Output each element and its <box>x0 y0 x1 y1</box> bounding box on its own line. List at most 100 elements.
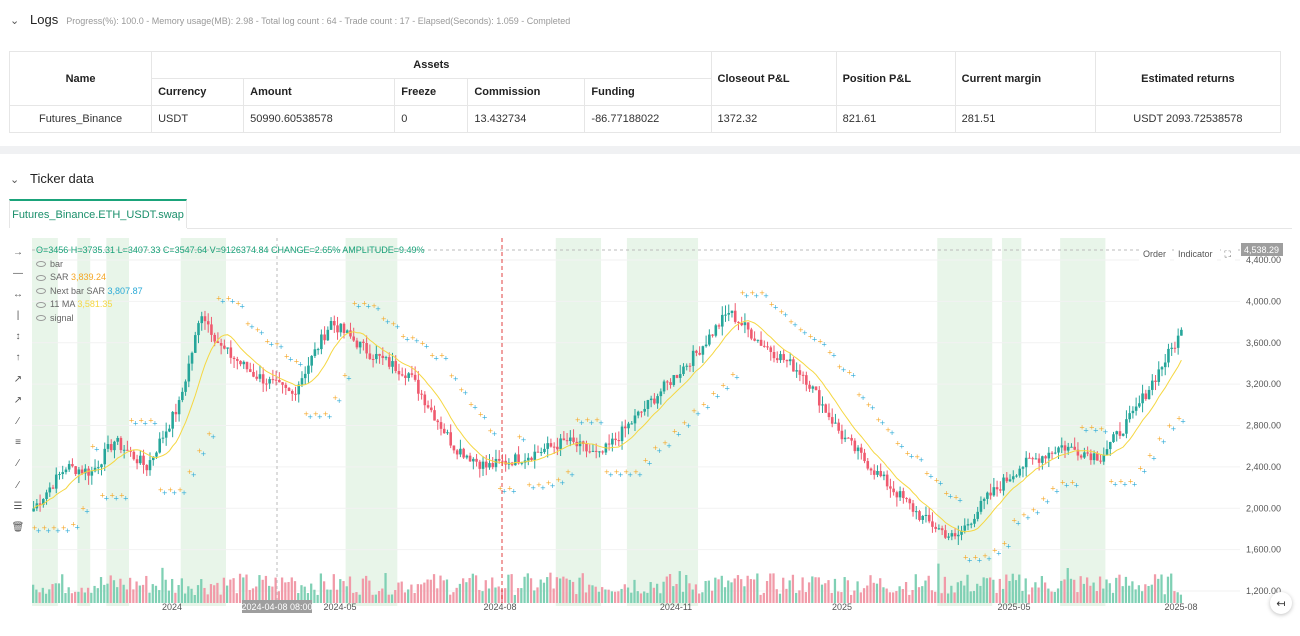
volume-bar <box>504 588 507 603</box>
candle <box>1170 347 1173 349</box>
candle <box>656 396 659 404</box>
candle <box>805 375 808 385</box>
volume-bar <box>885 588 888 603</box>
volume-bar <box>148 592 151 603</box>
candle <box>261 374 265 384</box>
volume-bar <box>67 587 70 603</box>
volume-bar <box>811 576 814 603</box>
vertical-ray-icon[interactable]: ↑ <box>15 352 21 364</box>
price-channel-icon[interactable]: ☰ <box>13 500 23 512</box>
next-sar-point: + <box>841 366 847 374</box>
candle <box>239 360 242 365</box>
volume-bar <box>96 588 99 603</box>
y-tick-label: 3,200.00 <box>1246 379 1281 389</box>
volume-bar <box>523 576 526 603</box>
next-sar-point: + <box>685 422 691 430</box>
candle <box>468 455 472 462</box>
fibonacci-icon[interactable]: ∕ <box>17 479 19 491</box>
candle <box>132 451 136 460</box>
volume-bar <box>145 575 148 603</box>
eye-icon[interactable] <box>36 261 46 268</box>
legend-ma[interactable]: 11 MA 3,581.35 <box>36 298 425 312</box>
candle <box>973 518 976 524</box>
tab-eth-usdt-swap[interactable]: Futures_Binance.ETH_USDT.swap <box>9 199 187 228</box>
eye-icon[interactable] <box>36 315 46 322</box>
volume-bar <box>943 576 947 603</box>
candle <box>203 316 207 322</box>
candle <box>345 330 349 333</box>
candle <box>701 346 705 355</box>
parallel-channel-icon[interactable]: ∕ <box>17 458 19 470</box>
next-sar-point: + <box>967 556 973 564</box>
next-sar-point: + <box>501 487 507 495</box>
volume-bar <box>901 589 904 603</box>
volume-bar <box>791 574 795 603</box>
ray-line-icon[interactable]: ↗ <box>13 394 23 406</box>
volume-bar <box>668 574 672 603</box>
volume-bar <box>135 581 138 603</box>
vertical-segment-icon[interactable]: ↕ <box>15 331 21 343</box>
sar-point: + <box>856 391 862 399</box>
sar-point: + <box>361 299 367 307</box>
vertical-line-icon[interactable]: | <box>16 310 20 322</box>
candle <box>623 426 627 429</box>
eye-icon[interactable] <box>36 301 46 308</box>
volume-bar <box>497 586 500 603</box>
sar-point: + <box>1157 435 1163 443</box>
candle <box>837 422 840 431</box>
trash-icon[interactable]: 🗑 <box>11 521 25 533</box>
volume-bar <box>128 577 132 603</box>
scroll-to-top-button[interactable]: ↤ <box>1270 592 1292 614</box>
candle <box>1131 410 1135 414</box>
candle <box>1176 335 1180 348</box>
y-tick-label: 3,600.00 <box>1246 338 1281 348</box>
legend-signal[interactable]: signal <box>36 312 425 326</box>
horizontal-segment-icon[interactable]: ↔ <box>13 288 23 300</box>
volume-bar <box>636 591 639 603</box>
legend-sar[interactable]: SAR 3,839.24 <box>36 271 425 285</box>
candle <box>1031 458 1034 460</box>
horizontal-line-icon[interactable]: — <box>13 267 23 279</box>
candle <box>1070 446 1073 448</box>
eye-icon[interactable] <box>36 274 46 281</box>
sar-point: + <box>681 419 687 427</box>
horizontal-ray-icon[interactable]: → <box>13 246 23 258</box>
volume-bar <box>956 582 959 603</box>
volume-bar <box>51 584 54 603</box>
fullscreen-icon[interactable]: ⛶ <box>1220 247 1235 262</box>
volume-bar <box>969 591 972 603</box>
sar-point: + <box>264 337 270 345</box>
volume-bar <box>151 584 154 603</box>
order-button[interactable]: Order <box>1139 247 1171 262</box>
volume-bar <box>804 592 807 603</box>
candle <box>957 534 960 537</box>
chevron-down-icon[interactable]: ⌄ <box>10 174 20 186</box>
sar-point: + <box>885 426 891 434</box>
volume-bar <box>807 582 811 603</box>
eye-icon[interactable] <box>36 288 46 295</box>
logs-header[interactable]: ⌄ Logs Progress(%): 100.0 - Memory usage… <box>10 12 570 27</box>
volume-bar <box>562 576 565 603</box>
next-sar-point: + <box>753 292 759 300</box>
straight-line-icon[interactable]: ∕ <box>17 416 19 427</box>
candle <box>979 500 983 512</box>
candle <box>643 408 646 412</box>
sar-point: + <box>70 520 76 528</box>
sar-point: + <box>303 410 309 418</box>
sar-point: + <box>410 334 416 342</box>
legend-next-sar[interactable]: Next bar SAR 3,807.87 <box>36 285 425 299</box>
trend-line-icon[interactable]: ↗ <box>13 373 23 385</box>
candle <box>462 448 465 458</box>
indicator-button[interactable]: Indicator <box>1174 247 1217 262</box>
price-chart[interactable]: ++ ++ ++ ++++++++++ ++ ++++ ++ ++++ ++ ++++++++++… <box>0 238 1300 618</box>
sar-point: + <box>798 326 804 334</box>
price-line-icon[interactable]: ≡ <box>15 437 21 449</box>
chevron-down-icon[interactable]: ⌄ <box>10 15 20 27</box>
ticker-header[interactable]: ⌄ Ticker data <box>10 171 94 186</box>
volume-bar <box>662 581 665 603</box>
sar-point: + <box>934 476 940 484</box>
candle <box>940 528 944 531</box>
candle <box>1037 458 1041 463</box>
legend-bar[interactable]: bar <box>36 258 425 272</box>
candle <box>989 492 992 496</box>
